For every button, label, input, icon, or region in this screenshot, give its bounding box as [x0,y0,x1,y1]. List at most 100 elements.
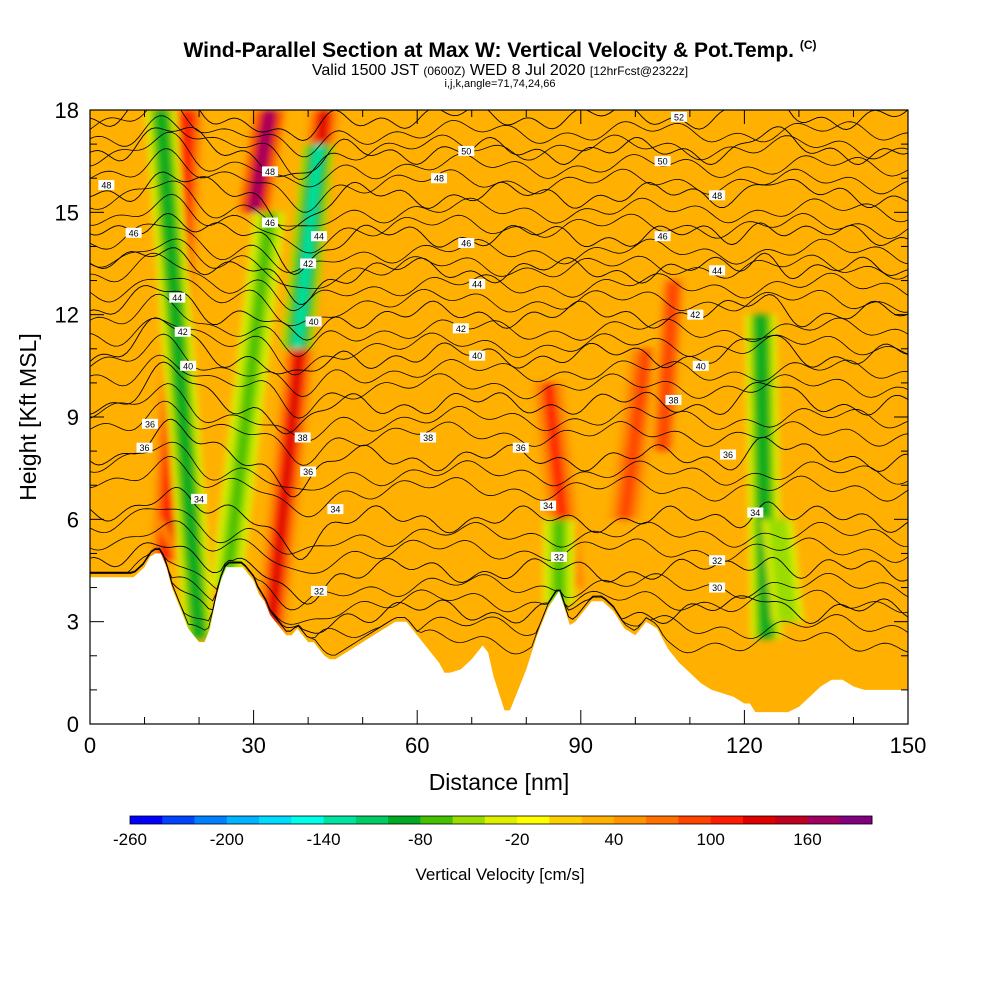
terrain [90,553,908,724]
contour-label-21: 42 [300,258,317,269]
contour-label-box [458,145,475,156]
colorbar-label: Vertical Velocity [cm/s] [415,865,584,884]
y-tick-label: 15 [55,200,79,225]
isentrope-44-minor-2 [90,277,908,327]
contour-label-text: 40 [696,361,706,371]
contour-label-4: 34 [191,493,208,504]
contour-label-text: 48 [434,174,444,184]
contour-label-text: 32 [314,586,324,596]
y-tick-label: 18 [55,98,79,123]
contour-label-38: 52 [670,111,687,122]
contour-label-text: 48 [712,191,722,201]
colorbar-swatch [194,816,228,824]
isentrope-40-minor-2 [90,354,908,419]
isentrope-38-minor-1 [90,383,908,442]
contour-label-text: 40 [472,351,482,361]
isentrope-34 [90,486,908,560]
contour-label-text: 44 [712,266,722,276]
contour-label-box [191,493,208,504]
colorbar-swatch [484,816,518,824]
isentrope-50-minor-1 [90,131,908,188]
contour-label-box [540,500,557,511]
subtitle-valid: Valid 1500 JST [311,62,419,79]
contour-label-box [452,323,469,334]
colorbar-tick-label: -20 [505,830,530,849]
colorbar-swatch [259,816,292,824]
subtitle-zulu: (0600Z) [423,64,466,78]
isentrope-52-minor-2 [90,115,908,180]
contour-label-box [654,231,671,242]
chart-title-mark: (C) [799,38,817,52]
contour-label-box [670,111,687,122]
contour-label-6: 34 [540,500,557,511]
contour-label-box [294,432,311,443]
contour-label-text: 36 [145,419,155,429]
contour-label-box [720,449,737,460]
isentrope-46 [90,212,908,275]
colorbar-tick-label: 40 [604,830,623,849]
contour-label-7: 34 [747,507,764,518]
contour-label-text: 36 [516,443,526,453]
isentrope-42 [90,285,908,341]
contour-label-25: 44 [311,231,328,242]
contour-label-35: 48 [709,190,726,201]
contour-label-34: 48 [431,173,448,184]
contour-label-text: 42 [690,310,700,320]
contour-label-5: 34 [327,504,344,515]
contour-label-text: 46 [129,228,139,238]
isentrope-36-minor-1 [90,441,908,491]
isentrope-32-minor-2 [90,549,908,625]
contour-label-text: 44 [172,293,182,303]
isentrope-40-minor-1 [90,333,908,398]
isentrope-42-minor-2 [90,317,908,376]
isentrope-36-minor-2 [90,456,908,518]
chart-subtitle: Valid 1500 JST (0600Z) WED 8 Jul 2020 [1… [0,62,1000,80]
contour-label-box [141,418,158,429]
contour-label-box [469,278,486,289]
isentrope-30 [90,547,908,634]
contour-label-text: 32 [554,552,564,562]
contour-label-17: 40 [305,316,322,327]
contour-label-24: 44 [169,292,186,303]
contour-label-box [261,166,278,177]
x-axis-label: Distance [nm] [429,769,570,795]
contour-label-box [512,442,529,453]
y-tick-label: 3 [67,610,79,635]
contour-label-text: 30 [712,583,722,593]
contour-label-11: 36 [720,449,737,460]
contour-labels: 30 32 32 32 34 34 34 34 36 36 36 36 36 38 38 38 40 40 40 40… [98,111,764,596]
contour-label-box [305,316,322,327]
downdraft-band-3-layer-2 [554,519,564,605]
isentrope-34-minor-2 [90,520,908,574]
contour-label-28: 46 [125,227,142,238]
contour-label-box [692,360,709,371]
contour-label-box [665,394,682,405]
contour-label-text: 40 [183,361,193,371]
y-tick-label: 6 [67,507,79,532]
contour-label-box [311,231,328,242]
contour-label-37: 50 [654,156,671,167]
colorbar-swatch [775,816,808,824]
contour-label-box [300,466,317,477]
colorbar-swatch [452,816,486,824]
contour-label-text: 42 [303,259,313,269]
contour-label-13: 38 [294,432,311,443]
downdraft-band-5-layer-2 [772,519,793,622]
isentrope-42-minor-1 [90,293,908,358]
isentrope-44 [90,247,908,305]
colorbar-swatch [549,816,583,824]
colorbar-swatch [388,816,421,824]
downdraft-band-2-layer-2 [221,212,275,588]
contour-label-text: 36 [140,443,150,453]
contour-label-22: 42 [452,323,469,334]
x-tick-label: 90 [569,733,593,758]
colorbar-swatch [613,816,647,824]
updraft-band-4-layer-2 [657,280,679,452]
contour-label-26: 44 [469,278,486,289]
contour-label-text: 36 [723,450,733,460]
colorbar-swatch [678,816,712,824]
contour-label-3: 32 [311,585,328,596]
x-tick-label: 60 [405,733,429,758]
contour-label-text: 48 [265,167,275,177]
contour-label-text: 52 [674,112,684,122]
